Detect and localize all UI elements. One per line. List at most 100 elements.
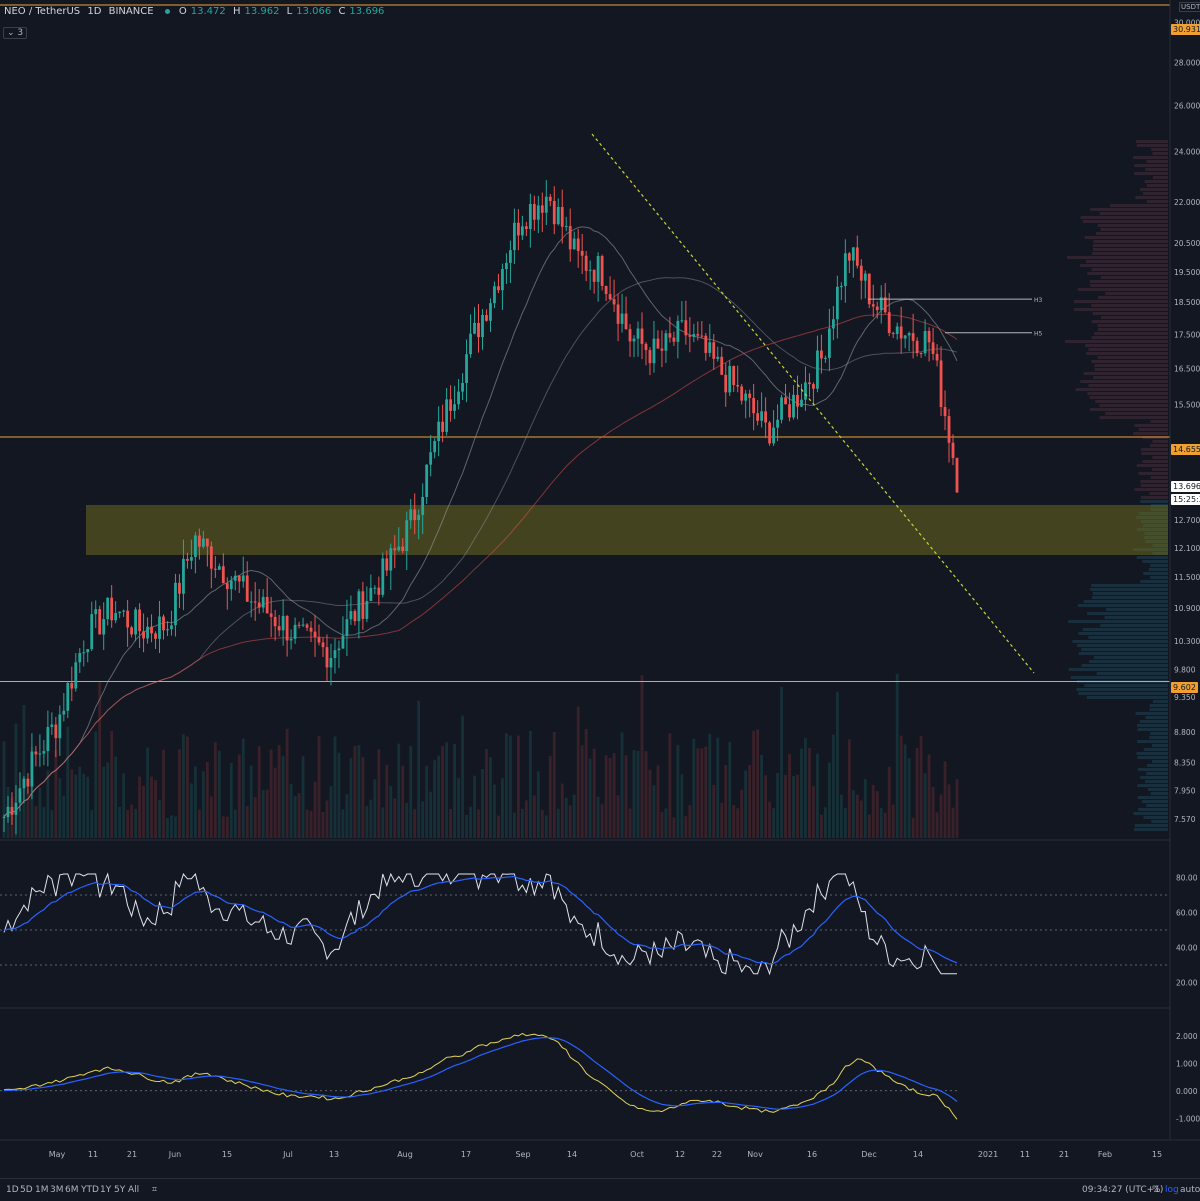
volume-profile-bar — [1140, 580, 1168, 583]
volume-profile-bar — [1140, 496, 1168, 499]
volume-bar — [14, 723, 18, 838]
candle-body — [788, 404, 791, 418]
price-tick-label: 20.500 — [1174, 239, 1200, 248]
date-range-icon[interactable]: ⌗ — [152, 1185, 158, 1195]
volume-bar — [524, 800, 528, 838]
volume-bar — [796, 774, 799, 838]
candle-body — [118, 611, 122, 614]
interval[interactable]: 1D — [87, 6, 102, 17]
volume-bar — [369, 799, 373, 838]
timeframe-all[interactable]: All — [128, 1185, 140, 1195]
indicators-collapse-button[interactable]: ⌄ 3 — [3, 27, 28, 39]
candle-body — [265, 596, 269, 614]
volume-profile-bar — [1140, 776, 1168, 779]
candle-body — [94, 609, 98, 615]
volume-profile-bar — [1151, 148, 1168, 151]
support-zone[interactable] — [86, 505, 1168, 555]
time-tick-label: 14 — [913, 1150, 923, 1159]
candle-body — [6, 806, 10, 818]
candle-body — [756, 413, 760, 421]
clock-time[interactable]: 09:34:27 (UTC+1) — [1082, 1185, 1164, 1195]
volume-bar — [776, 773, 779, 838]
volume-profile-bar — [1143, 572, 1168, 575]
volume-profile-bar — [1089, 396, 1168, 399]
volume-bar — [640, 675, 644, 838]
volume-profile-bar — [1094, 332, 1168, 335]
candle-body — [720, 356, 724, 375]
time-axis[interactable]: May 11 21 Jun 15 Jul 13 Aug 17 Sep 14 Oct 12 22 Nov 16 D… — [49, 1150, 1162, 1159]
volume-profile-bar — [1146, 160, 1168, 163]
timeframe-6m[interactable]: 6M — [65, 1185, 79, 1195]
candle-body — [700, 335, 704, 337]
volume-bar — [744, 770, 748, 838]
volume-profile-bar — [1149, 492, 1168, 495]
volume-bar — [389, 785, 393, 838]
auto-toggle[interactable]: auto — [1180, 1185, 1200, 1195]
volume-profile-bar — [1085, 260, 1168, 263]
volume-bar — [839, 794, 843, 838]
candle-body — [205, 538, 209, 547]
volume-bar — [182, 734, 185, 838]
rsi-pane: 80.00 60.00 40.00 20.00 — [0, 872, 1198, 988]
volume-bar — [313, 781, 317, 838]
price-axis[interactable]: 30.000 28.000 26.000 24.000 22.000 20.500 19.5… — [1174, 19, 1200, 824]
candle-body — [178, 582, 181, 594]
volume-profile-bar — [1152, 440, 1168, 443]
volume-bar — [931, 787, 935, 838]
percent-toggle[interactable]: % — [1152, 1185, 1161, 1195]
volume-bar — [245, 806, 249, 838]
volume-profile-bar — [1140, 484, 1168, 487]
candle-body — [616, 304, 620, 324]
candle-body — [497, 286, 500, 291]
timeframe-ytd[interactable]: YTD — [81, 1185, 99, 1195]
volume-profile-bar — [1146, 772, 1168, 775]
volume-profile-bar — [1084, 684, 1168, 687]
candle-body — [182, 558, 185, 594]
candle-body — [532, 203, 536, 220]
candle-body — [624, 313, 628, 330]
volume-bar — [114, 756, 118, 838]
candle-body — [74, 662, 78, 689]
volume-profile-bar — [1137, 796, 1168, 799]
volume-bar — [397, 743, 401, 838]
timeframe-5y[interactable]: 5Y — [114, 1185, 126, 1195]
volume-bar — [752, 730, 756, 838]
trend-line[interactable] — [591, 133, 1035, 674]
volume-profile-bar — [1150, 420, 1168, 423]
candle-body — [445, 399, 449, 432]
volume-bar — [321, 812, 325, 838]
volume-bar — [664, 808, 668, 838]
volume-bar — [229, 763, 233, 838]
candle-body — [489, 303, 492, 321]
candle-body — [704, 335, 708, 353]
volume-profile-bar — [1090, 208, 1168, 211]
timeframe-5d[interactable]: 5D — [20, 1185, 33, 1195]
timeframe-1d[interactable]: 1D — [6, 1185, 19, 1195]
timeframe-3m[interactable]: 3M — [50, 1185, 64, 1195]
volume-bar — [548, 755, 552, 838]
candle-body — [122, 610, 126, 612]
volume-profile-bar — [1145, 168, 1168, 171]
timeframe-1y[interactable]: 1Y — [100, 1185, 112, 1195]
volume-bar — [34, 806, 38, 838]
volume-bar — [485, 748, 488, 838]
volume-profile-bar — [1078, 692, 1168, 695]
symbol-name[interactable]: NEO / TetherUS — [4, 6, 81, 17]
currency-label[interactable]: USDT — [1179, 2, 1200, 12]
volume-profile-bar — [1137, 756, 1168, 759]
timeframe-1m[interactable]: 1M — [35, 1185, 49, 1195]
log-toggle[interactable]: log — [1165, 1185, 1179, 1195]
candle-body — [824, 357, 827, 359]
volume-bar — [373, 779, 377, 838]
volume-profile-bar — [1100, 228, 1168, 231]
volume-bar — [808, 748, 811, 838]
candle-body — [883, 297, 887, 313]
candle-body — [349, 611, 353, 620]
candle-body — [341, 635, 345, 649]
candle-body — [2, 817, 6, 819]
candle-body — [831, 319, 835, 329]
volume-bar — [732, 804, 736, 838]
candle-body — [18, 788, 22, 803]
volume-profile-bar — [1142, 192, 1168, 195]
